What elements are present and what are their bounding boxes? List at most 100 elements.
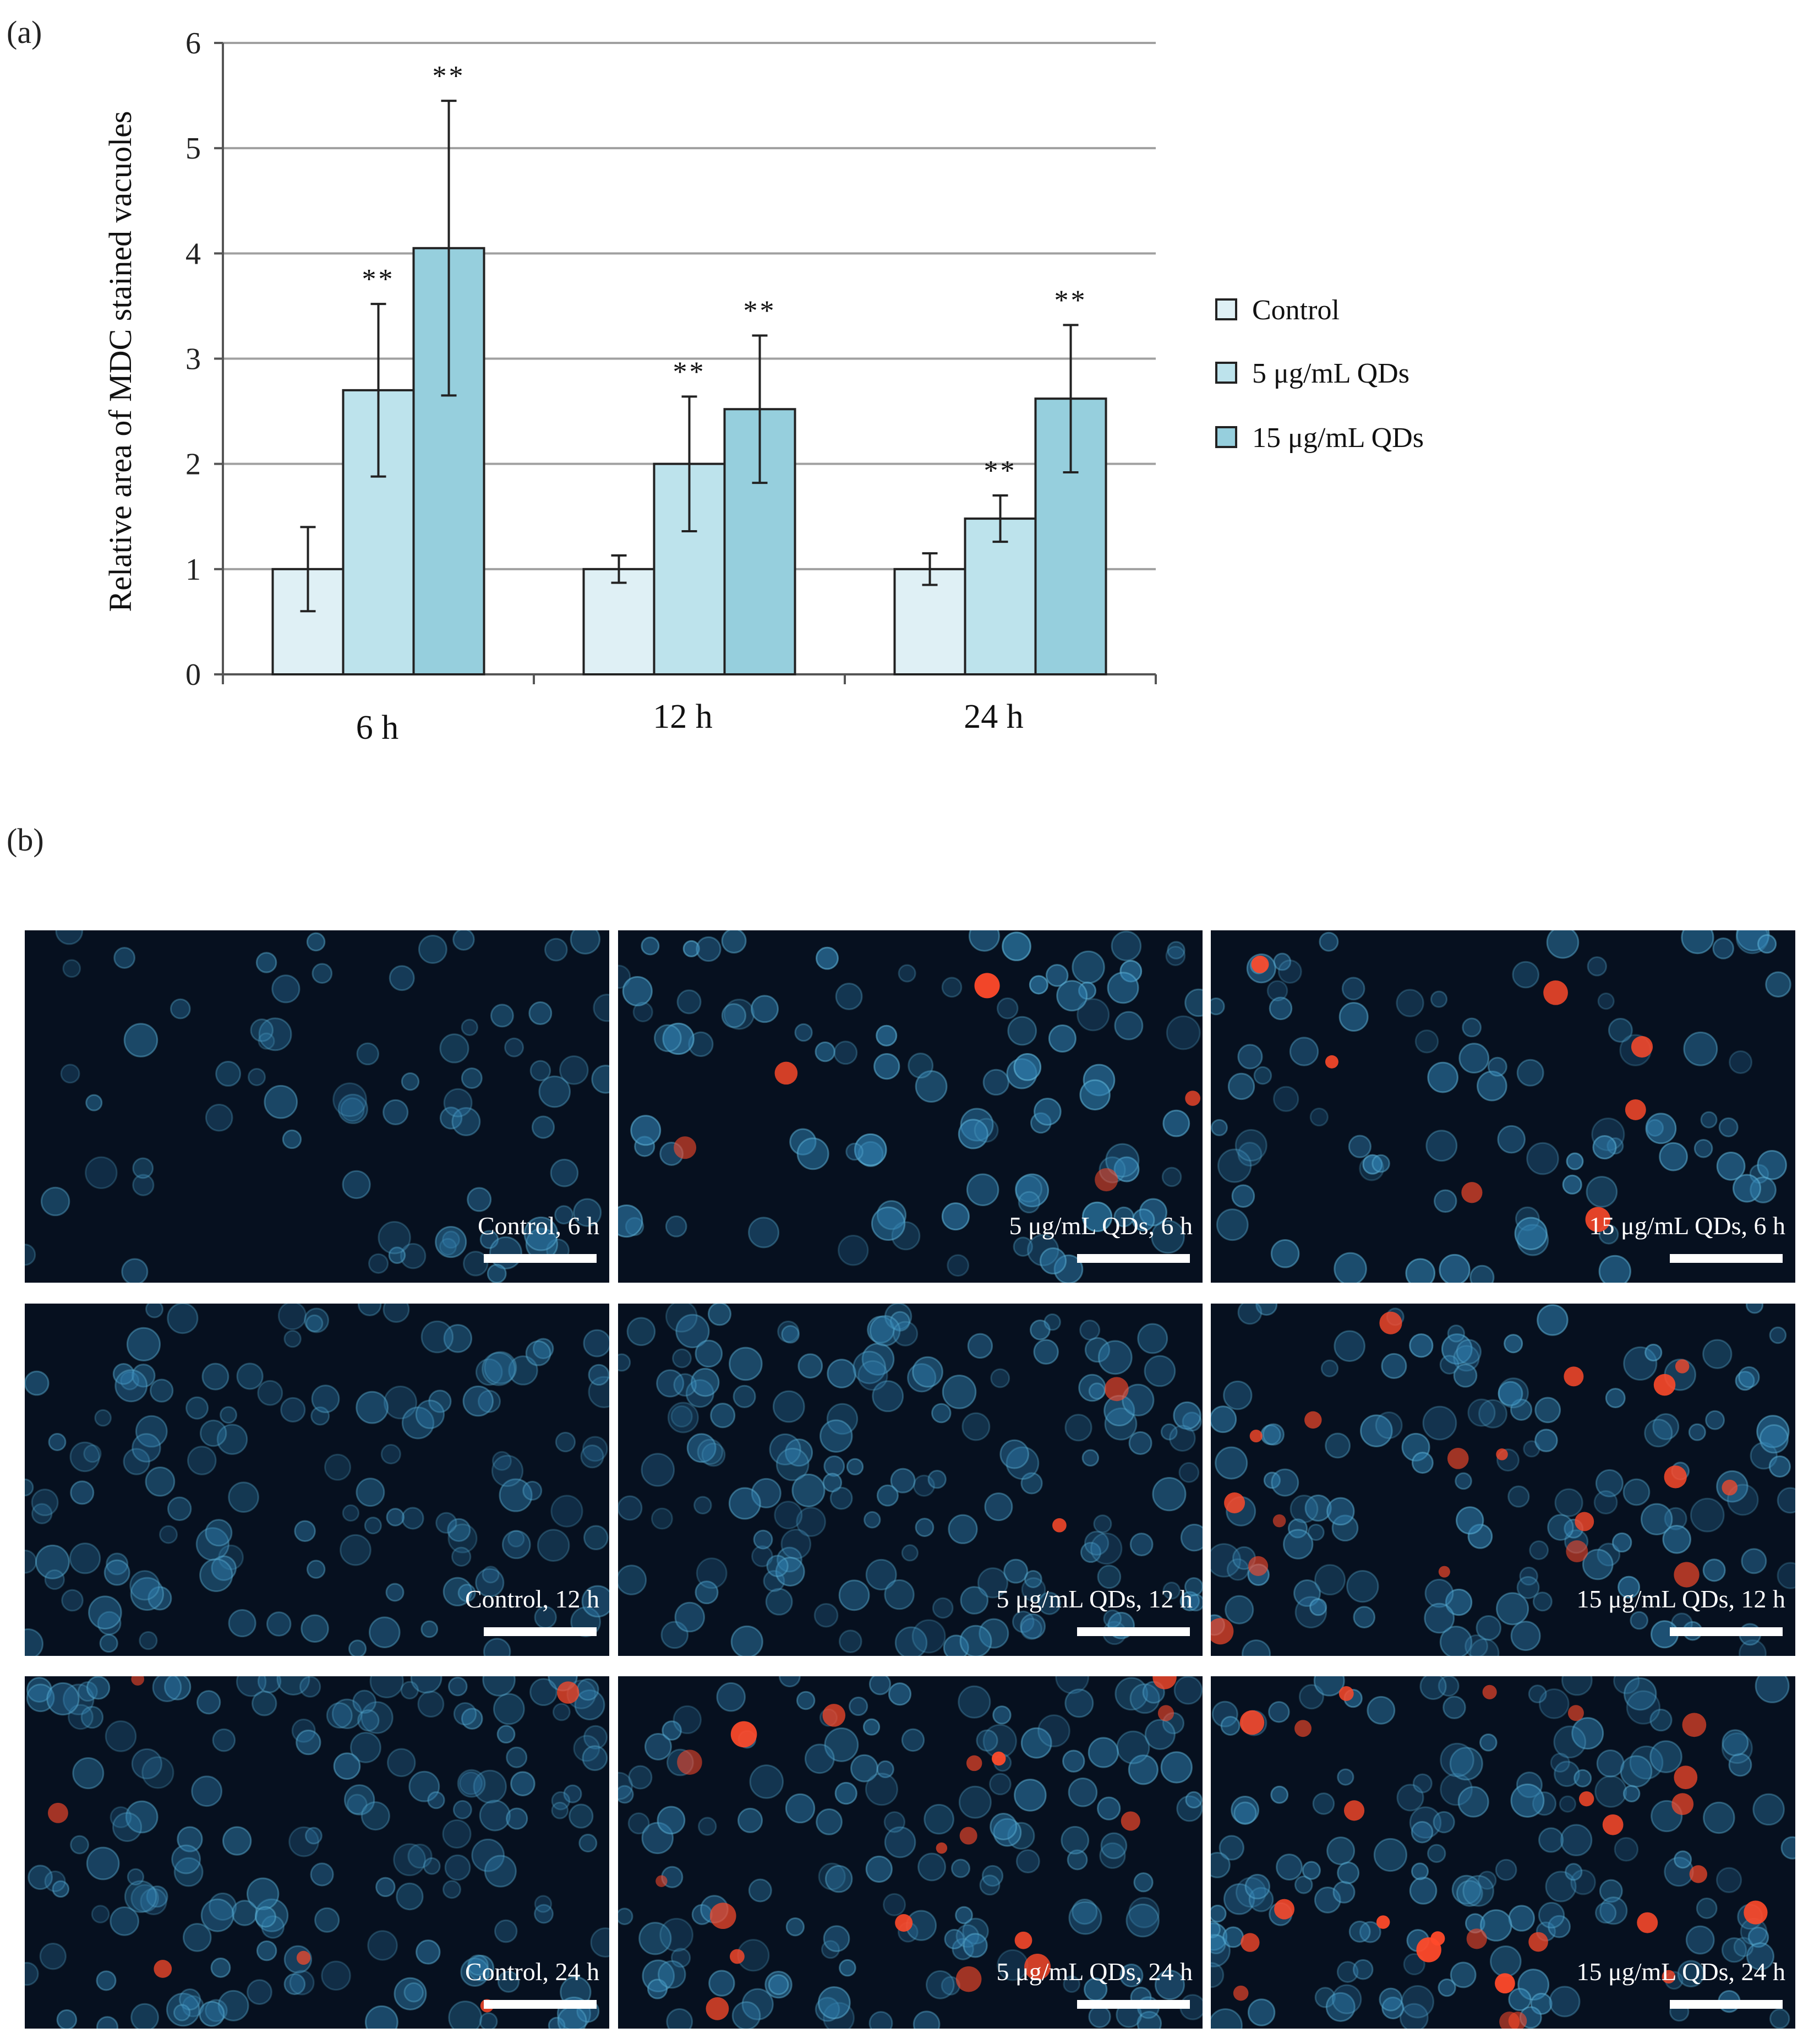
cell [796, 1691, 816, 1710]
cell [958, 1685, 991, 1719]
cell [593, 994, 609, 1022]
mdc-vacuole [1744, 1900, 1768, 1925]
cell [1769, 1326, 1787, 1344]
y-tick-label: 2 [185, 448, 201, 482]
cell [1055, 1676, 1090, 1694]
cell [583, 1329, 609, 1358]
cell [210, 1957, 231, 1978]
cell [1266, 980, 1288, 1002]
legend-swatch [1215, 426, 1237, 448]
cell [25, 1628, 44, 1656]
cell [529, 1678, 558, 1707]
cell [205, 1519, 233, 1547]
cell [884, 1304, 913, 1331]
cell [228, 1481, 259, 1513]
cell [1255, 1304, 1278, 1316]
cell [894, 1626, 928, 1656]
cell [666, 2008, 693, 2029]
cell [834, 1781, 857, 1805]
cell [475, 1358, 503, 1386]
cell [1644, 1343, 1663, 1362]
cell [1176, 1795, 1203, 1822]
cell [1659, 1142, 1688, 1171]
cell [257, 1380, 283, 1406]
cell [1003, 1558, 1029, 1584]
cell [948, 1514, 978, 1544]
cell [473, 1769, 507, 1804]
cell [876, 1760, 894, 1779]
cell [196, 1690, 221, 1715]
cell [1538, 1688, 1570, 1719]
cell [248, 1068, 266, 1086]
cell [1396, 1784, 1424, 1812]
cell [70, 1480, 95, 1505]
cell [487, 1263, 507, 1283]
cell [1336, 1961, 1359, 1983]
cell [1411, 1452, 1434, 1474]
cell [453, 1702, 477, 1726]
cell [778, 1676, 801, 1688]
cell [1029, 975, 1048, 995]
cell [1516, 1059, 1544, 1087]
cell [641, 936, 660, 956]
cell [77, 1681, 98, 1702]
cell [1411, 1862, 1429, 1881]
cell [873, 1053, 900, 1080]
cell [1015, 1849, 1040, 1874]
cell [534, 1904, 554, 1924]
cell [1703, 1801, 1735, 1834]
cell [420, 1620, 439, 1638]
cell [479, 1800, 511, 1832]
micrograph-panel: 15 μg/mL QDs, 24 h [1211, 1676, 1795, 2029]
cell [1560, 1824, 1593, 1856]
cell [311, 1385, 340, 1413]
cell [1237, 1304, 1263, 1325]
legend-swatch [1215, 362, 1237, 384]
cell [1337, 1768, 1354, 1786]
cell [1166, 1015, 1201, 1050]
micrograph-label: 15 μg/mL QDs, 6 h [1589, 1212, 1785, 1240]
cell [523, 1216, 559, 1251]
cell [1346, 1569, 1379, 1603]
cell [741, 1988, 774, 2020]
cell [864, 1511, 881, 1529]
cell [99, 1633, 118, 1653]
micrograph-cells [618, 930, 1203, 1283]
cell [1721, 1732, 1753, 1764]
cell [823, 1925, 850, 1952]
cell [1216, 1208, 1249, 1241]
cell [1688, 1423, 1706, 1441]
cell [1262, 1423, 1285, 1446]
cell [342, 1504, 360, 1522]
micrograph-cells [1211, 1304, 1795, 1656]
cell [1456, 1339, 1482, 1365]
cell [657, 1960, 686, 1989]
cell [26, 1677, 52, 1703]
micrograph-grid: Control, 6 h 5 μg/mL QDs, 6 h 15 μg/mL QDs… [25, 930, 1795, 2029]
cell [818, 1862, 846, 1890]
cell [1271, 1468, 1299, 1497]
cell [483, 1638, 511, 1656]
cell [378, 1221, 411, 1255]
cell [958, 1119, 988, 1149]
cell [401, 1072, 420, 1091]
cell [853, 1350, 887, 1385]
mdc-vacuole [1304, 1411, 1322, 1429]
cell [574, 1689, 605, 1720]
cell [865, 1773, 898, 1806]
cell [1247, 1998, 1276, 2026]
cell [554, 1205, 574, 1225]
cell [827, 1359, 856, 1388]
cell [337, 1093, 368, 1124]
cell [1084, 1530, 1110, 1556]
mdc-vacuole [1466, 1928, 1487, 1949]
scale-bar [1077, 1254, 1190, 1263]
cell [1211, 1962, 1225, 1988]
cell [1449, 1747, 1483, 1781]
cell [400, 1242, 427, 1269]
cell [1021, 1577, 1046, 1602]
cell [103, 1559, 130, 1586]
cell [1735, 1371, 1755, 1391]
cell [428, 1389, 452, 1413]
cell [544, 937, 568, 962]
